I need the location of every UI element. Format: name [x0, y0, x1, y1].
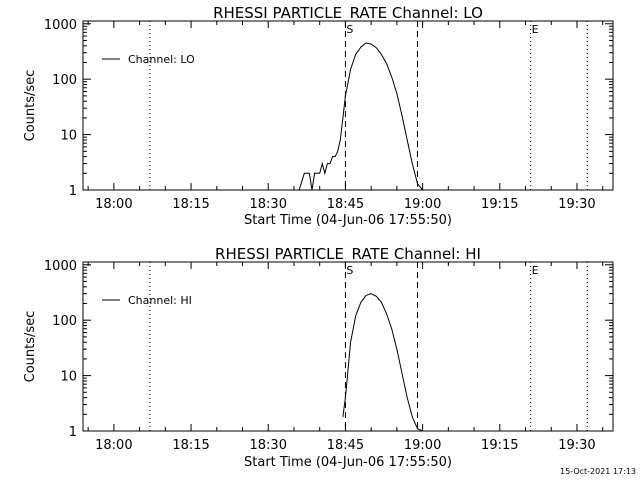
- y-tick-label: 1000: [44, 18, 77, 33]
- data-point: [337, 151, 339, 152]
- data-point: [401, 373, 403, 374]
- x-tick-label: 19:30: [558, 438, 595, 453]
- data-point: [340, 139, 341, 141]
- x-tick-label: 18:00: [95, 197, 132, 212]
- y-tick-label: 100: [52, 73, 77, 88]
- data-point: [355, 315, 357, 317]
- x-axis-label: Start Time (04-Jun-06 17:55:50): [244, 455, 452, 470]
- y-tick-label: 10: [60, 370, 77, 385]
- x-tick-label: 19:30: [558, 197, 595, 212]
- data-point: [355, 54, 357, 55]
- data-point: [422, 430, 423, 432]
- marker-label: S: [346, 23, 353, 36]
- data-point: [304, 173, 305, 174]
- data-point: [391, 76, 393, 78]
- data-point: [360, 46, 362, 48]
- data-point: [422, 189, 423, 191]
- data-point: [391, 328, 393, 330]
- data-point: [381, 302, 382, 303]
- data-point: [345, 397, 346, 398]
- data-point: [417, 183, 418, 184]
- y-tick-label: 100: [52, 314, 77, 329]
- data-point: [376, 296, 377, 297]
- x-tick-label: 18:15: [172, 438, 209, 453]
- panel-lo: RHESSI PARTICLE_RATE Channel: LO 18:00 18:…: [23, 4, 614, 228]
- series-line: [298, 42, 423, 191]
- x-tick-label: 18:45: [327, 438, 364, 453]
- data-point: [396, 93, 398, 94]
- data-point: [298, 189, 300, 191]
- data-point: [314, 173, 315, 174]
- chart-title: RHESSI PARTICLE_RATE Channel: HI: [215, 245, 481, 264]
- y-tick-label: 1000: [44, 259, 77, 274]
- data-point: [365, 42, 367, 44]
- x-tick-label: 19:15: [481, 438, 518, 453]
- data-point: [406, 397, 408, 398]
- x-tick-label: 19:00: [404, 438, 441, 453]
- data-point: [401, 115, 403, 116]
- x-tick-label: 19:15: [481, 197, 518, 212]
- data-point: [345, 95, 346, 97]
- y-tick-label: 1: [69, 425, 77, 440]
- data-point: [309, 173, 310, 174]
- data-point: [322, 163, 323, 164]
- data-point: [412, 416, 413, 418]
- data-point: [334, 156, 336, 157]
- data-point: [381, 54, 382, 55]
- data-point: [412, 163, 413, 164]
- x-tick-label: 18:00: [95, 438, 132, 453]
- plot-frame: [82, 261, 614, 432]
- data-point: [319, 173, 321, 174]
- x-tick-label: 18:45: [327, 197, 364, 212]
- data-point: [342, 416, 344, 418]
- y-tick-label: 10: [60, 129, 77, 144]
- data-point: [327, 163, 328, 164]
- data-point: [324, 173, 326, 174]
- y-tick-label: 1: [69, 184, 77, 199]
- x-tick-label: 18:15: [172, 197, 209, 212]
- legend-label: Channel: HI: [128, 294, 192, 307]
- data-point: [370, 293, 372, 295]
- data-point: [342, 117, 344, 119]
- data-point: [311, 189, 313, 191]
- data-point: [329, 163, 331, 164]
- data-point: [365, 295, 367, 296]
- panel-hi: RHESSI PARTICLE_RATE Channel: HI 18:00 18:…: [23, 245, 614, 470]
- series-line: [342, 293, 423, 432]
- data-point: [386, 63, 387, 64]
- legend-label: Channel: LO: [128, 53, 195, 66]
- data-point: [350, 69, 351, 70]
- chart-title: RHESSI PARTICLE_RATE Channel: LO: [213, 4, 483, 23]
- data-point: [386, 313, 387, 315]
- timestamp: 15-Oct-2021 17:13: [560, 467, 636, 476]
- x-tick-label: 18:30: [250, 438, 287, 453]
- data-point: [350, 341, 351, 343]
- y-axis-label: Counts/sec: [23, 311, 38, 383]
- data-point: [417, 428, 418, 430]
- x-tick-label: 19:00: [404, 197, 441, 212]
- data-point: [376, 47, 377, 48]
- marker-label: E: [532, 23, 539, 36]
- data-point: [396, 348, 398, 350]
- y-axis-label: Counts/sec: [23, 70, 38, 142]
- data-point: [332, 156, 333, 157]
- data-point: [406, 139, 408, 141]
- x-axis-label: Start Time (04-Jun-06 17:55:50): [244, 213, 452, 228]
- data-point: [370, 43, 372, 45]
- plot-frame: [82, 20, 614, 191]
- marker-label: E: [532, 264, 539, 277]
- marker-label: S: [346, 264, 353, 277]
- data-point: [360, 302, 362, 303]
- x-tick-label: 18:30: [250, 197, 287, 212]
